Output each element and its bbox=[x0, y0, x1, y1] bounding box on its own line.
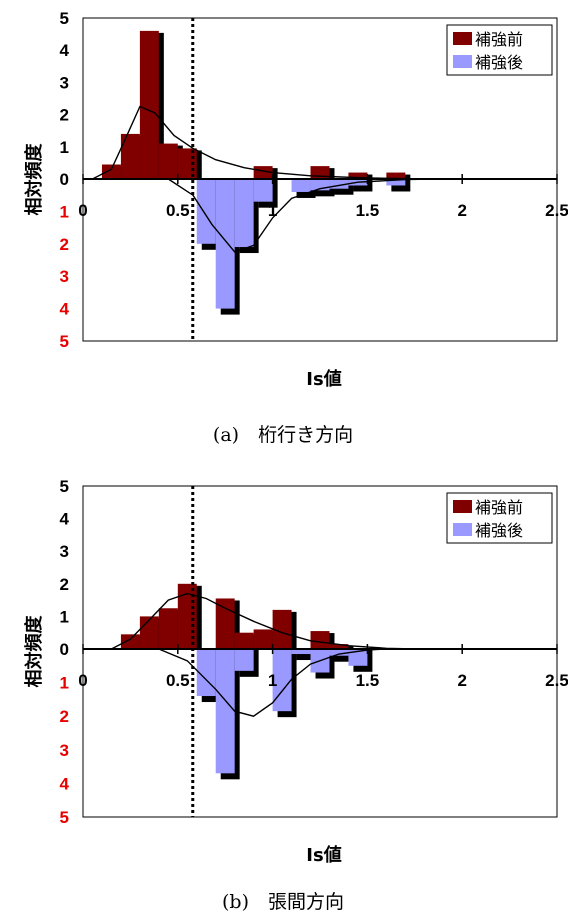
bar-before bbox=[234, 632, 254, 649]
bar-shadow bbox=[334, 650, 354, 662]
bar-before bbox=[120, 634, 140, 649]
x-axis-title: Is値 bbox=[306, 368, 341, 390]
legend-swatch bbox=[453, 55, 472, 68]
histogram-chart-b: 0 0.5 1 1.5 2 2.554321012345補強前補強後相対頻度Is値(b) … bbox=[23, 477, 568, 913]
y-tick-label-negative: 2 bbox=[60, 235, 69, 254]
bar-after bbox=[310, 180, 330, 191]
chart-caption: (b) 張間方向 bbox=[222, 891, 344, 913]
legend-label: 補強前 bbox=[475, 30, 523, 49]
x-tick-label: 1 bbox=[268, 671, 277, 690]
y-tick-label: 5 bbox=[60, 477, 69, 496]
x-tick-label: 0 bbox=[78, 201, 87, 220]
x-tick-label: 1 bbox=[268, 201, 277, 220]
bar-after bbox=[234, 180, 254, 248]
bar-after bbox=[329, 650, 349, 656]
y-tick-label: 4 bbox=[60, 41, 70, 60]
bar-before bbox=[158, 608, 178, 649]
x-tick-label: 0.5 bbox=[166, 201, 190, 220]
y-tick-label: 5 bbox=[60, 9, 69, 28]
y-tick-label-negative: 1 bbox=[60, 202, 69, 221]
y-axis-title: 相対頻度 bbox=[23, 143, 45, 216]
bar-before bbox=[329, 644, 349, 649]
x-tick-label: 1.5 bbox=[356, 671, 380, 690]
y-tick-label-negative: 2 bbox=[60, 707, 69, 726]
x-tick-label: 0.5 bbox=[166, 671, 190, 690]
y-tick-label-negative: 3 bbox=[60, 267, 69, 286]
y-tick-label: 1 bbox=[60, 607, 69, 626]
bar-before bbox=[253, 629, 273, 649]
bar-before bbox=[272, 609, 292, 649]
y-tick-label: 1 bbox=[60, 138, 69, 157]
y-axis-title: 相対頻度 bbox=[23, 615, 45, 688]
bar-after bbox=[291, 650, 311, 655]
bar-before bbox=[139, 616, 159, 649]
y-tick-label: 3 bbox=[60, 542, 69, 561]
bar-after bbox=[291, 180, 311, 192]
x-axis-title: Is値 bbox=[306, 844, 341, 866]
x-tick-label: 1.5 bbox=[356, 201, 380, 220]
x-tick-label: 2.5 bbox=[545, 671, 568, 690]
chart-caption: (a) 桁行き方向 bbox=[213, 424, 353, 446]
legend-label: 補強前 bbox=[475, 498, 523, 517]
bar-before bbox=[253, 166, 273, 179]
bar-after bbox=[215, 650, 235, 774]
y-tick-label: 2 bbox=[60, 575, 69, 594]
chart-panel-a: 0 0.5 1 1.5 2 2.5 5 4 3 2 1 0 1 2 3 4 5 補強前 補強後 相対頻度 Is値 (a) … bbox=[23, 9, 568, 446]
y-tick-label: 4 bbox=[60, 510, 70, 529]
y-tick-label-negative: 4 bbox=[60, 300, 70, 319]
legend-label: 補強後 bbox=[475, 521, 523, 540]
y-tick-label: 0 bbox=[60, 170, 69, 189]
bar-shadow bbox=[391, 180, 411, 192]
bar-after bbox=[329, 180, 349, 189]
bar-after bbox=[196, 180, 216, 244]
bar-after bbox=[215, 180, 235, 309]
x-tick-label: 2 bbox=[457, 671, 466, 690]
bar-after bbox=[234, 650, 254, 671]
legend-label: 補強後 bbox=[475, 53, 523, 72]
y-tick-label: 3 bbox=[60, 73, 69, 92]
bar-before bbox=[139, 30, 159, 179]
bar-before bbox=[348, 172, 368, 179]
bar-after bbox=[348, 650, 368, 666]
bar-before bbox=[101, 164, 121, 179]
bar-after bbox=[253, 180, 273, 202]
y-tick-label-negative: 4 bbox=[60, 774, 70, 793]
histogram-chart-a: 0 0.5 1 1.5 2 2.554321012345補強前補強後相対頻度Is値(a) … bbox=[23, 9, 568, 446]
y-tick-label-negative: 5 bbox=[60, 808, 69, 827]
x-tick-label: 2.5 bbox=[545, 201, 568, 220]
chart-panel-b: 0 0.5 1 1.5 2 2.5 5 4 3 2 1 0 1 2 3 4 5 補強前 補強後 相対頻度 Is値 (b) … bbox=[0, 468, 568, 919]
bar-before bbox=[120, 133, 140, 179]
curve-before bbox=[111, 592, 415, 650]
y-tick-label-negative: 1 bbox=[60, 674, 69, 693]
curve-after bbox=[158, 648, 387, 717]
curve-before bbox=[92, 105, 425, 180]
y-tick-label: 2 bbox=[60, 106, 69, 125]
y-tick-label-negative: 5 bbox=[60, 332, 69, 351]
bar-before bbox=[158, 143, 178, 179]
y-tick-label-negative: 3 bbox=[60, 741, 69, 760]
bar-before bbox=[386, 172, 406, 179]
curve-after bbox=[167, 178, 434, 253]
y-tick-label: 0 bbox=[60, 640, 69, 659]
bar-after bbox=[386, 180, 406, 186]
legend-swatch bbox=[453, 523, 472, 536]
bar-shadow bbox=[353, 180, 373, 192]
bar-before bbox=[215, 598, 235, 649]
bar-before bbox=[310, 631, 330, 649]
legend-swatch bbox=[453, 32, 472, 45]
x-tick-label: 0 bbox=[78, 671, 87, 690]
bar-shadow bbox=[296, 650, 316, 661]
x-tick-label: 2 bbox=[457, 201, 466, 220]
legend-swatch bbox=[453, 500, 472, 513]
